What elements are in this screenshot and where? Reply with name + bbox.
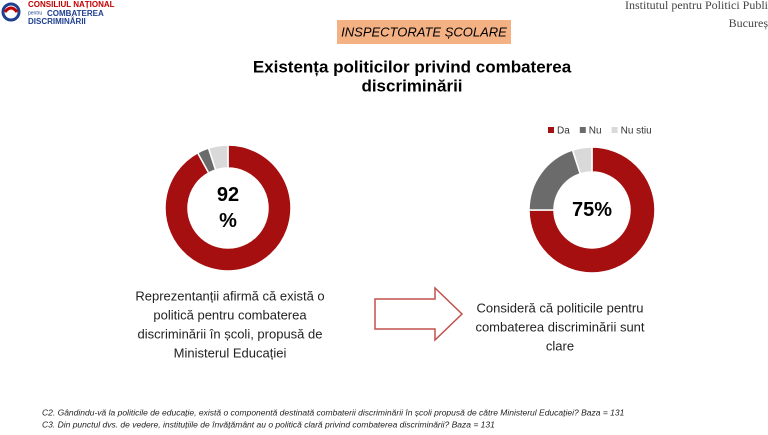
donut-slice	[207, 144, 229, 171]
caption: Consideră că politicile pentru	[477, 300, 644, 315]
donut-slice	[164, 144, 292, 272]
section-label: INSPECTORATE ȘCOLARE	[341, 24, 507, 39]
legend-label: Nu	[589, 126, 602, 137]
caption: combaterea discriminării sunt	[475, 319, 644, 334]
logo-text: DISCRIMINĂRII	[28, 17, 86, 26]
caption: discriminării în școli, propusă de	[138, 326, 323, 341]
legend-swatch	[548, 127, 554, 133]
caption: politică pentru combaterea	[153, 307, 307, 322]
donut-slice	[528, 146, 656, 274]
donut-slice	[571, 146, 593, 175]
legend-label: Da	[557, 126, 570, 137]
title: discriminării	[361, 76, 462, 95]
footnote: C3. Din punctul dvs. de vedere, instituț…	[42, 419, 495, 429]
legend-label: Nu stiu	[621, 126, 652, 137]
center-label: 75%	[571, 199, 613, 221]
logo-icon-arc	[3, 6, 19, 13]
logo-text: CONSILIUL NAȚIONAL	[28, 0, 115, 9]
caption: Reprezentanții afirmă că există o	[135, 288, 324, 303]
footnote: C2. Gândindu-vă la politicile de educați…	[42, 407, 625, 417]
logo-text: COMBATEREA	[47, 9, 104, 18]
legend-swatch	[611, 127, 618, 133]
legend-swatch	[579, 127, 586, 133]
caption: Ministerul Educației	[174, 345, 287, 360]
title: Existența politicilor privind combaterea	[253, 57, 572, 76]
arrow	[374, 286, 464, 342]
logo-text: pentru	[28, 10, 42, 16]
caption: clare	[546, 338, 574, 353]
institute: Institutul pentru Politici Publi	[625, 0, 768, 12]
center-label: 92 %	[216, 184, 240, 232]
logo-icon	[1, 2, 21, 22]
institute: Bucureș	[729, 16, 768, 30]
section-box	[337, 20, 511, 44]
